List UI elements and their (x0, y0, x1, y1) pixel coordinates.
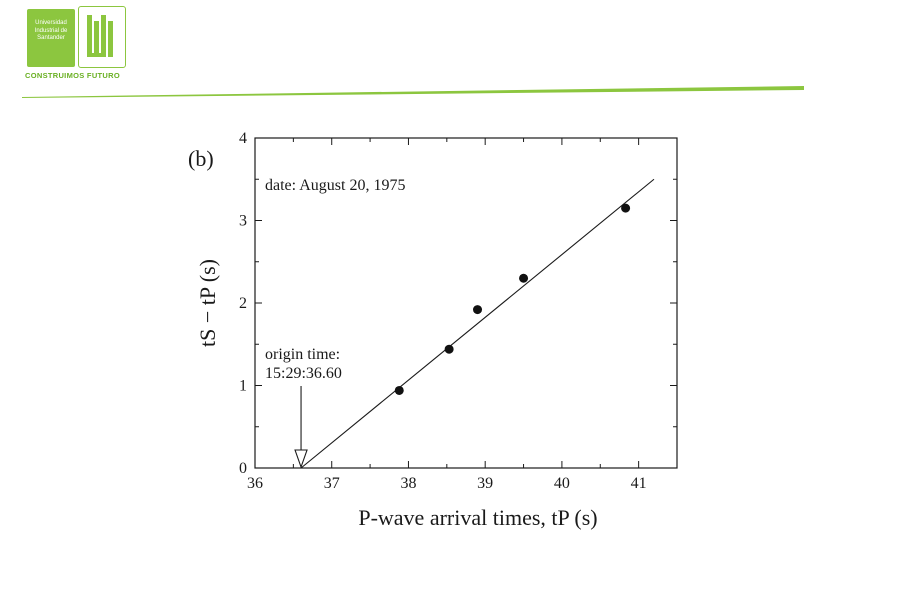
data-points (394, 203, 631, 395)
y-axis-label: tS − tP (s) (195, 259, 220, 347)
origin-time-value: 15:29:36.60 (265, 365, 342, 382)
data-point (394, 385, 404, 395)
x-tick-label: 40 (554, 475, 570, 492)
origin-arrow-icon (294, 386, 308, 469)
y-tick-label: 4 (239, 130, 247, 147)
panel-label: (b) (188, 146, 214, 171)
data-point (473, 305, 483, 315)
x-tick-label: 38 (400, 475, 416, 492)
axis-ticks (254, 137, 677, 469)
y-tick-label: 1 (239, 378, 247, 395)
logo-text: Universidad Industrial de Santander (34, 20, 68, 41)
x-tick-label: 37 (324, 475, 340, 492)
slogan: CONSTRUIMOS FUTURO (25, 71, 120, 80)
university-logo: Universidad Industrial de Santander CONS… (25, 6, 135, 80)
logo-uis-mark (78, 6, 126, 68)
tick-labels: 36 37 38 39 40 41 0 1 2 3 4 (239, 130, 647, 492)
y-tick-label: 0 (239, 460, 247, 477)
data-point (519, 273, 529, 283)
x-axis-label: P-wave arrival times, tP (s) (358, 505, 597, 530)
uis-mark-icon (87, 15, 113, 57)
x-tick-label: 41 (631, 475, 647, 492)
origin-time-label: origin time: (265, 346, 340, 363)
fit-line (300, 178, 655, 469)
x-tick-label: 39 (477, 475, 493, 492)
data-point (444, 344, 454, 354)
arrival-time-chart: 36 37 38 39 40 41 0 1 2 3 4 (b) date: August 20, 1… (188, 130, 678, 530)
y-tick-label: 3 (239, 213, 247, 230)
header-divider (22, 86, 804, 98)
y-tick-label: 2 (239, 295, 247, 312)
data-point (621, 203, 631, 213)
logo-green-block: Universidad Industrial de Santander (27, 9, 75, 67)
x-tick-label: 36 (247, 475, 263, 492)
date-annotation: date: August 20, 1975 (265, 177, 405, 194)
